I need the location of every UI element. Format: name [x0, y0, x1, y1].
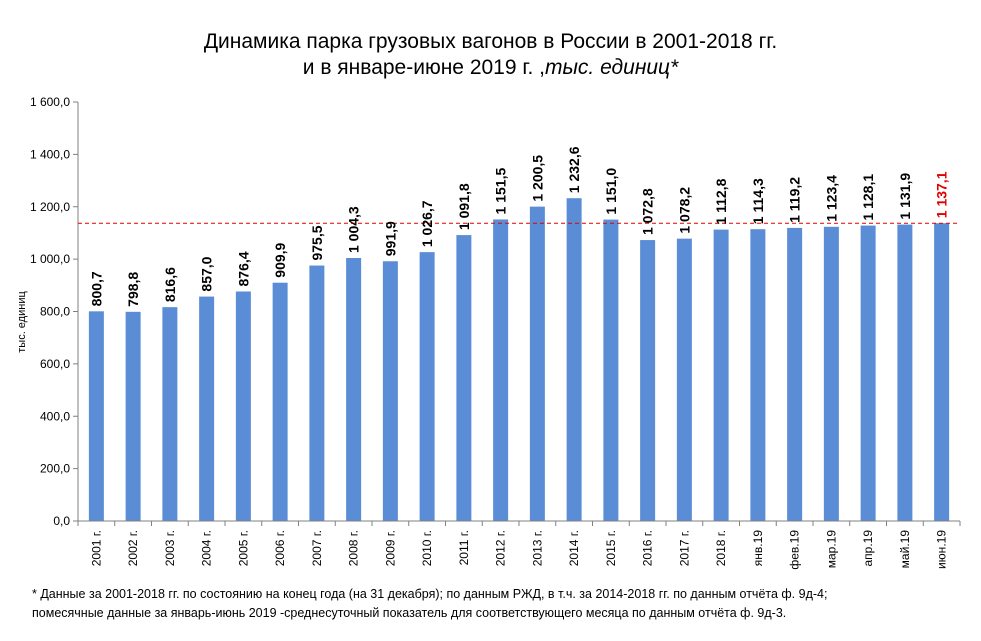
data-label: 1 004,3 — [346, 206, 362, 253]
bar — [456, 235, 472, 521]
bar — [934, 223, 950, 522]
bar — [529, 206, 545, 521]
x-tick-label: май.19 — [898, 530, 912, 569]
x-tick-label: 2004 г. — [200, 530, 214, 566]
footnote-line1: * Данные за 2001-2018 гг. по состоянию н… — [32, 587, 828, 601]
data-label: 1 091,8 — [456, 183, 472, 230]
x-tick-label: 2016 г. — [641, 530, 655, 566]
data-label: 1 151,5 — [493, 168, 509, 215]
data-label: 1 026,7 — [419, 200, 435, 247]
data-label: 798,8 — [125, 272, 141, 307]
y-tick-label: 600,0 — [40, 357, 70, 371]
bar — [860, 225, 876, 522]
data-label: 1 200,5 — [529, 155, 545, 202]
data-label: 857,0 — [199, 256, 215, 291]
bar — [750, 229, 766, 521]
data-label: 991,9 — [382, 221, 398, 256]
bar — [162, 307, 178, 521]
x-tick-label: 2001 г. — [89, 530, 103, 566]
y-tick-label: 1 600,0 — [30, 95, 70, 109]
x-tick-label: фев.19 — [788, 530, 802, 570]
chart-title-line2-prefix: и в январе-июне 2019 г. , — [302, 56, 545, 79]
x-tick-label: 2006 г. — [273, 530, 287, 566]
chart-title-unit: тыс. единиц* — [544, 56, 679, 79]
data-label: 909,9 — [272, 242, 288, 277]
x-tick-label: 2018 г. — [714, 530, 728, 566]
x-tick-label: 2015 г. — [604, 530, 618, 566]
x-tick-label: 2002 г. — [126, 530, 140, 566]
bar — [603, 219, 619, 521]
x-tick-label: 2011 г. — [457, 530, 471, 565]
bar — [419, 252, 435, 521]
x-tick-label: янв.19 — [751, 530, 765, 567]
data-label: 1 072,8 — [640, 188, 656, 235]
y-tick-label: 1 000,0 — [30, 252, 70, 266]
bar — [235, 291, 251, 521]
x-tick-label: мар.19 — [824, 530, 838, 569]
data-label: 1 078,2 — [676, 187, 692, 234]
bar — [566, 198, 582, 521]
chart-title-line1: Динамика парка грузовых вагонов в России… — [203, 30, 778, 53]
data-label: 1 114,3 — [750, 178, 766, 224]
y-tick-label: 800,0 — [40, 305, 70, 319]
bar — [676, 238, 692, 522]
x-tick-label: июн.19 — [935, 530, 949, 569]
data-label: 1 123,4 — [823, 175, 839, 222]
bar — [787, 227, 803, 522]
data-label: 1 119,2 — [787, 177, 803, 223]
data-label: 816,6 — [162, 267, 178, 302]
x-tick-label: 2013 г. — [530, 530, 544, 566]
data-label: 975,5 — [309, 225, 325, 260]
x-tick-label: апр.19 — [861, 530, 875, 567]
value-labels: 800,7 798,8 816,6 857,0 876,4 909,9 975,5 1 004… — [88, 146, 949, 307]
bar — [897, 224, 913, 522]
data-label: 800,7 — [88, 271, 104, 306]
bar — [88, 311, 104, 521]
data-label: 876,4 — [235, 251, 251, 286]
bar — [823, 226, 839, 521]
x-tick-label: 2003 г. — [163, 530, 177, 566]
bar — [199, 296, 215, 521]
x-tick-label: 2010 г. — [420, 530, 434, 566]
bar — [346, 257, 362, 521]
y-tick-label: 1 200,0 — [30, 200, 70, 214]
y-tick-label: 400,0 — [40, 409, 70, 423]
bar — [713, 229, 729, 521]
x-tick-label: 2005 г. — [236, 530, 250, 566]
x-axis: 2001 г. 2002 г. 2003 г. 2004 г. 2005 г. 2006 … — [77, 520, 961, 570]
y-tick-label: 1 400,0 — [30, 147, 70, 161]
x-tick-label: 2014 г. — [567, 530, 581, 566]
bars — [88, 198, 950, 522]
data-label: 1 232,6 — [566, 146, 582, 193]
data-label: 1 128,1 — [860, 174, 876, 221]
data-label: 1 131,9 — [897, 173, 913, 220]
footnote-line2: помесячные данные за январь-июнь 2019 -с… — [32, 606, 787, 620]
bar — [382, 261, 398, 521]
y-tick-label: 200,0 — [40, 462, 70, 476]
bar — [493, 219, 509, 522]
bar — [309, 265, 325, 521]
bar — [640, 240, 656, 522]
y-axis: 0,0 200,0 400,0 600,0 800,0 1 000,0 1 200,0 1 4… — [30, 95, 79, 528]
data-label: 1 112,8 — [713, 178, 729, 224]
chart-title-line2: и в январе-июне 2019 г. ,тыс. единиц* — [0, 56, 981, 80]
x-tick-label: 2012 г. — [494, 530, 508, 566]
x-tick-label: 2017 г. — [677, 530, 691, 566]
bar — [272, 282, 288, 521]
data-label: 1 151,0 — [603, 168, 619, 215]
x-tick-label: 2009 г. — [383, 530, 397, 566]
y-tick-label: 0,0 — [53, 514, 70, 528]
x-tick-label: 2008 г. — [347, 530, 361, 566]
y-axis-label: тыс. единиц — [16, 291, 28, 353]
bar — [125, 311, 141, 521]
x-tick-label: 2007 г. — [310, 530, 324, 566]
data-label: 1 137,1 — [934, 171, 950, 218]
